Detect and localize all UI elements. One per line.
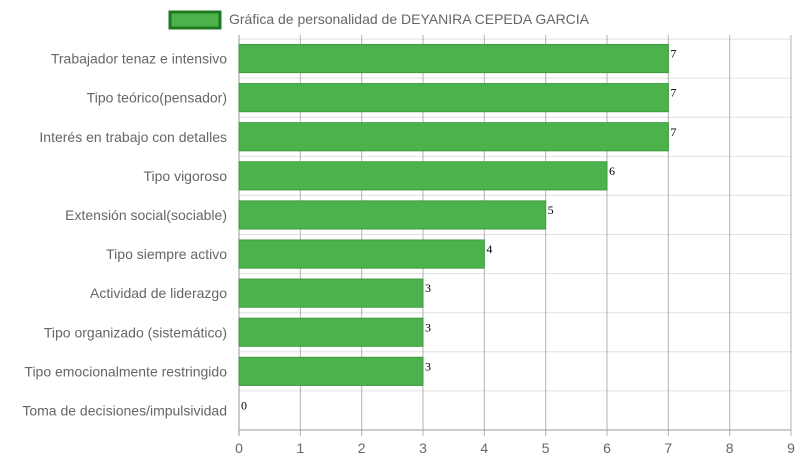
bar[interactable] [238,83,669,113]
x-tick-label: 7 [664,440,672,456]
bar[interactable] [238,161,608,191]
x-tick-labels: 0 1 2 3 4 5 6 7 8 9 [235,440,795,456]
x-tick-label: 6 [603,440,611,456]
category-label: Extensión social(sociable) [65,207,227,223]
bar[interactable] [238,356,424,386]
category-label: Tipo siempre activo [106,246,227,262]
data-label: 6 [609,164,615,178]
data-label: 7 [670,47,676,61]
category-label: Tipo teórico(pensador) [87,90,227,106]
value-labels: 7 7 7 6 5 4 3 3 3 0 [241,47,676,413]
data-label: 0 [241,398,247,412]
data-label: 4 [486,242,492,256]
category-label: Interés en trabajo con detalles [39,129,227,145]
legend-label[interactable]: Gráfica de personalidad de DEYANIRA CEPE… [229,11,590,27]
bar[interactable] [238,278,424,308]
bar[interactable] [238,43,669,74]
category-label: Trabajador tenaz e intensivo [51,51,227,67]
data-label: 7 [670,125,676,139]
bar[interactable] [238,239,485,269]
x-tick-label: 2 [358,440,366,456]
data-label: 3 [425,320,431,334]
category-label: Tipo vigoroso [143,168,227,184]
data-label: 7 [670,86,676,100]
legend[interactable]: Gráfica de personalidad de DEYANIRA CEPE… [168,10,590,30]
category-label: Actividad de liderazgo [90,285,227,301]
x-tick-label: 4 [480,440,488,456]
bar[interactable] [238,200,547,230]
category-label: Toma de decisiones/impulsividad [22,402,227,418]
bar[interactable] [238,122,669,152]
bars [238,43,669,386]
category-label: Tipo organizado (sistemático) [44,324,227,340]
legend-swatch[interactable] [168,10,222,30]
data-label: 3 [425,359,431,373]
x-tick-label: 9 [787,440,795,456]
data-label: 3 [425,281,431,295]
x-tick-label: 8 [726,440,734,456]
x-tick-label: 3 [419,440,427,456]
category-label: Tipo emocionalmente restringido [24,363,227,379]
x-tick-label: 0 [235,440,243,456]
x-tick-label: 5 [542,440,550,456]
x-tick-label: 1 [296,440,304,456]
data-label: 5 [548,203,554,217]
bar[interactable] [238,317,424,347]
category-labels: Trabajador tenaz e intensivo Tipo teórico… [22,51,227,419]
